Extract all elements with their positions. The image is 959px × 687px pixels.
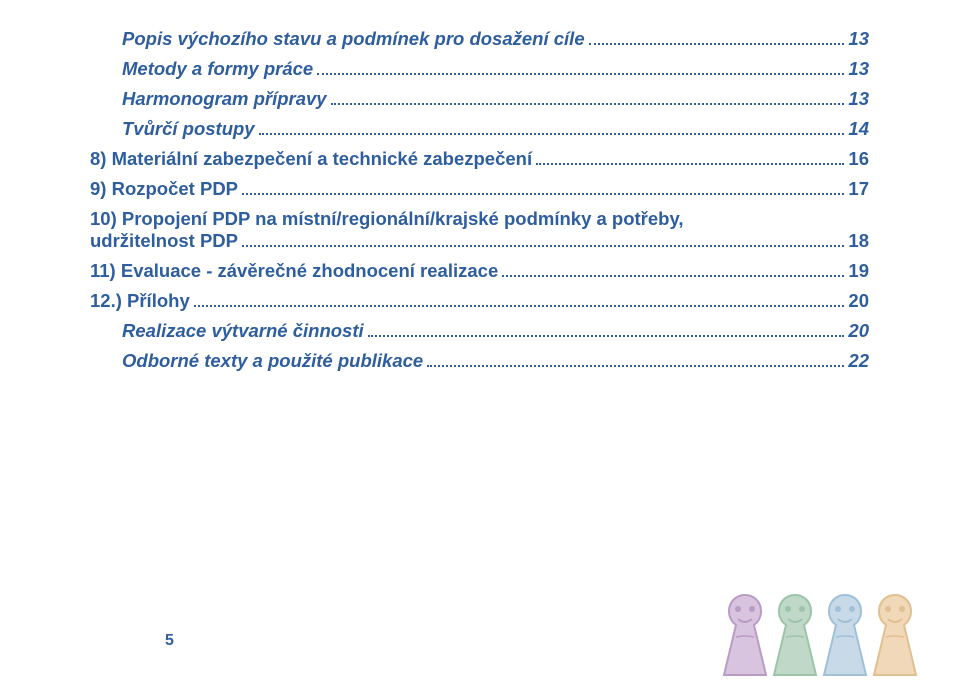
toc-entry-text: 10) Propojení PDP na místní/regionální/k…: [90, 208, 869, 230]
toc-entry-page: 20: [848, 290, 869, 312]
toc-dots: [331, 103, 845, 105]
toc-dots: [242, 193, 844, 195]
toc-entry: Metody a formy práce 13: [90, 58, 869, 80]
toc-entry-page: 13: [848, 58, 869, 80]
toc-entry-page: 14: [848, 118, 869, 140]
toc-entry-text: 12.) Přílohy: [90, 290, 190, 312]
toc-entry: Odborné texty a použité publikace 22: [90, 350, 869, 372]
toc-dots: [589, 43, 845, 45]
toc-entry-text: Harmonogram přípravy: [122, 88, 327, 110]
toc-dots: [194, 305, 845, 307]
toc-dots: [502, 275, 844, 277]
toc-entry: Harmonogram přípravy 13: [90, 88, 869, 110]
toc-dots: [368, 335, 845, 337]
toc-entry-text: udržitelnost PDP: [90, 230, 238, 252]
toc-entry-page: 16: [848, 148, 869, 170]
toc-entry: Realizace výtvarné činnosti 20: [90, 320, 869, 342]
toc-entry-page: 13: [848, 88, 869, 110]
toc-entry-text: 11) Evaluace - závěrečné zhodnocení real…: [90, 260, 498, 282]
toc-dots: [427, 365, 844, 367]
toc-content: Popis výchozího stavu a podmínek pro dos…: [0, 0, 959, 372]
toc-entry-page: 22: [848, 350, 869, 372]
page-number: 5: [165, 632, 174, 650]
keyhole-icon: [866, 587, 924, 682]
toc-entry-page: 18: [848, 230, 869, 252]
keyhole-decoration: [724, 587, 924, 682]
toc-entry-text: Popis výchozího stavu a podmínek pro dos…: [122, 28, 585, 50]
toc-entry-page: 20: [848, 320, 869, 342]
toc-entry-text: Realizace výtvarné činnosti: [122, 320, 364, 342]
toc-dots: [536, 163, 844, 165]
toc-entry: 11) Evaluace - závěrečné zhodnocení real…: [90, 260, 869, 282]
toc-entry-page: 17: [848, 178, 869, 200]
toc-entry: Popis výchozího stavu a podmínek pro dos…: [90, 28, 869, 50]
toc-entry-page: 19: [848, 260, 869, 282]
toc-entry-text: 9) Rozpočet PDP: [90, 178, 238, 200]
toc-entry-multiline: 10) Propojení PDP na místní/regionální/k…: [90, 208, 869, 252]
toc-dots: [317, 73, 844, 75]
toc-dots: [259, 133, 845, 135]
toc-entry-text: Odborné texty a použité publikace: [122, 350, 423, 372]
toc-entry: 12.) Přílohy 20: [90, 290, 869, 312]
toc-entry: Tvůrčí postupy 14: [90, 118, 869, 140]
toc-entry: 9) Rozpočet PDP 17: [90, 178, 869, 200]
toc-dots: [242, 245, 844, 247]
toc-entry-text: 8) Materiální zabezpečení a technické za…: [90, 148, 532, 170]
toc-entry-text: Tvůrčí postupy: [122, 118, 255, 140]
toc-entry-text: Metody a formy práce: [122, 58, 313, 80]
toc-entry-page: 13: [848, 28, 869, 50]
toc-entry: 8) Materiální zabezpečení a technické za…: [90, 148, 869, 170]
